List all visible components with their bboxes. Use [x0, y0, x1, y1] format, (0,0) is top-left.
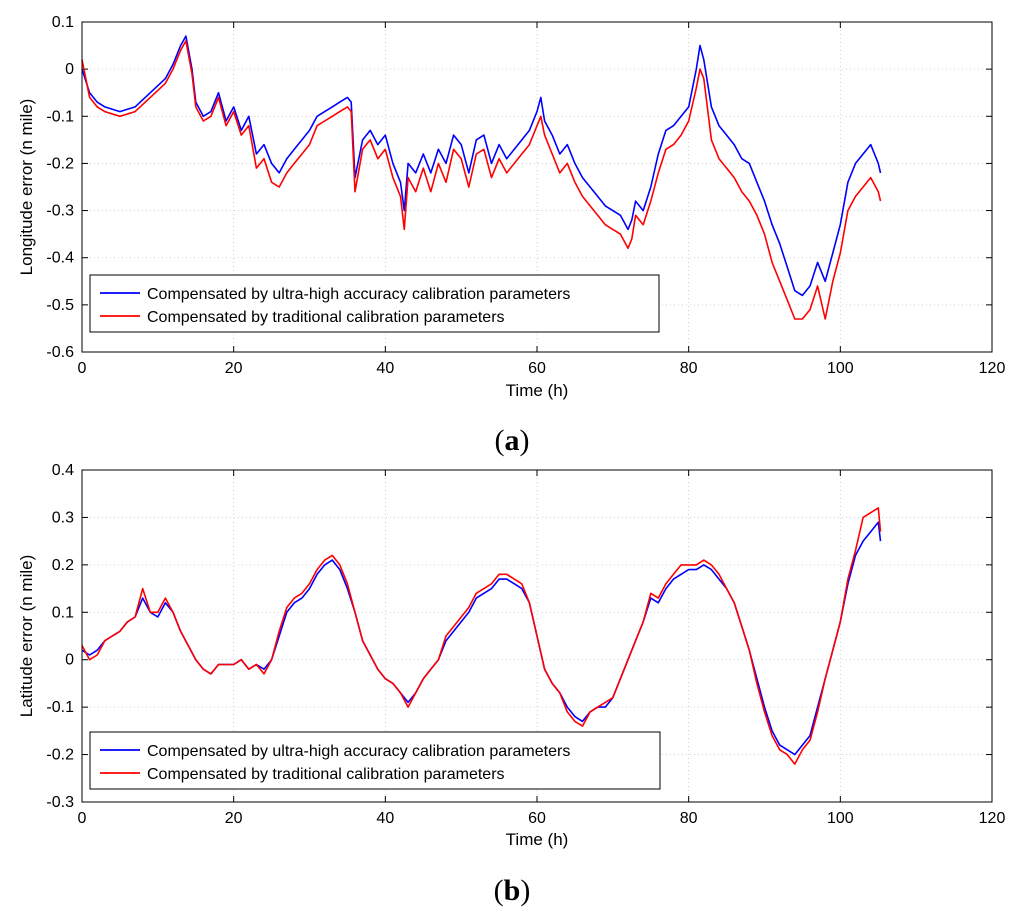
legend-box — [89, 274, 660, 333]
legend: Compensated by ultra-high accuracy calib… — [89, 274, 660, 333]
panel-caption: (a) — [495, 424, 530, 457]
series-line-traditional — [81, 40, 882, 320]
x-tick-label: 120 — [979, 810, 1006, 827]
y-axis-label: Latitude error (n mile) — [17, 555, 36, 718]
x-tick-label: 40 — [376, 360, 394, 377]
legend-box — [89, 731, 661, 790]
y-tick-label: -0.3 — [46, 203, 74, 220]
axes-frame — [81, 469, 993, 803]
axes-frame — [81, 21, 993, 353]
legend-label-ultra-high: Compensated by ultra-high accuracy calib… — [147, 286, 570, 303]
legend-label-traditional: Compensated by traditional calibration p… — [147, 766, 505, 783]
x-axis-label: Time (h) — [506, 830, 569, 849]
series-line-ultra-high — [81, 35, 882, 297]
legend-label-traditional: Compensated by traditional calibration p… — [147, 309, 505, 326]
y-tick-label: 0.3 — [52, 509, 74, 526]
x-axis-label: Time (h) — [506, 381, 569, 400]
legend: Compensated by ultra-high accuracy calib… — [89, 731, 661, 790]
y-tick-label: -0.3 — [46, 794, 74, 811]
chart-a: 0 20 40 60 80 100 120 0.1 0 -0.1 -0.2 -0.3 -0.4 -0.5 -… — [17, 14, 1005, 457]
x-tick-label: 100 — [827, 810, 854, 827]
y-tick-label: -0.2 — [46, 155, 74, 172]
y-tick-label: 0.1 — [52, 14, 74, 31]
y-tick-label: 0.1 — [52, 604, 74, 621]
x-tick-label: 60 — [528, 810, 546, 827]
legend-label-ultra-high: Compensated by ultra-high accuracy calib… — [147, 743, 570, 760]
y-tick-label: 0.2 — [52, 557, 74, 574]
y-tick-label: -0.5 — [46, 297, 74, 314]
y-tick-label: 0 — [65, 61, 74, 78]
x-tick-label: 20 — [225, 360, 243, 377]
x-tick-label: 120 — [979, 360, 1006, 377]
x-tick-label: 80 — [680, 360, 698, 377]
y-axis-label: Longitude error (n mile) — [17, 99, 36, 276]
y-tick-label: -0.1 — [46, 699, 74, 716]
x-tick-label: 60 — [528, 360, 546, 377]
y-tick-label: 0 — [65, 652, 74, 669]
y-tick-label: -0.4 — [46, 250, 74, 267]
x-tick-label: 40 — [376, 810, 394, 827]
x-tick-label: 0 — [78, 360, 87, 377]
x-tick-label: 20 — [225, 810, 243, 827]
series-line-traditional — [81, 507, 882, 765]
x-tick-label: 0 — [78, 810, 87, 827]
x-tick-label: 100 — [827, 360, 854, 377]
chart-b: 0 20 40 60 80 100 120 0.4 0.3 0.2 0.1 0 -0.1 -0.2 -0.3… — [17, 462, 1005, 907]
x-tick-label: 80 — [680, 810, 698, 827]
y-tick-label: -0.2 — [46, 747, 74, 764]
panel-caption: (b) — [494, 874, 531, 907]
y-tick-label: -0.1 — [46, 108, 74, 125]
y-tick-label: 0.4 — [52, 462, 74, 479]
y-tick-label: -0.6 — [46, 344, 74, 361]
